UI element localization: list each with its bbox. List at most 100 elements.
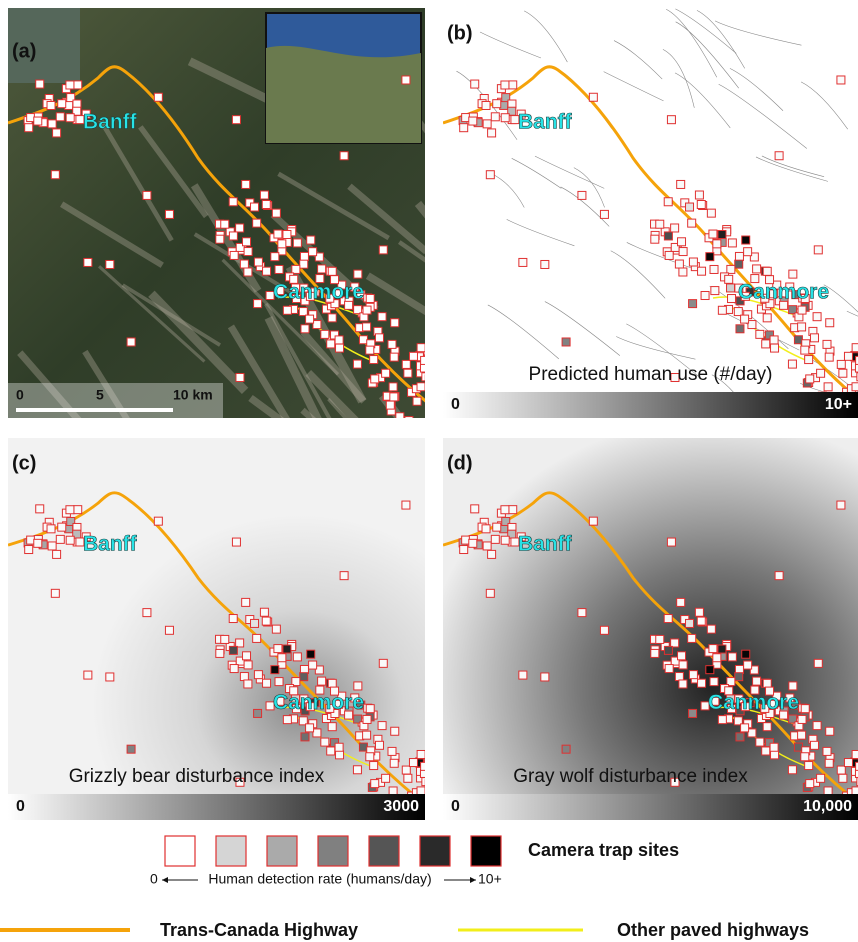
camera-site xyxy=(718,645,726,653)
camera-site xyxy=(707,209,715,217)
camera-site xyxy=(501,536,509,544)
camera-site xyxy=(253,219,261,227)
camera-site xyxy=(48,120,56,128)
camera-site xyxy=(106,260,114,268)
camera-site xyxy=(728,653,736,661)
camera-site xyxy=(254,709,262,717)
camera-site xyxy=(741,724,749,732)
camera-site xyxy=(409,352,417,360)
camera-site xyxy=(58,100,66,108)
camera-site xyxy=(293,239,301,247)
colorbar xyxy=(443,392,858,418)
camera-site xyxy=(486,171,494,179)
camera-site xyxy=(242,180,250,188)
camera-site xyxy=(66,506,74,514)
arrowhead xyxy=(470,877,476,883)
camera-site xyxy=(698,679,706,687)
camera-site xyxy=(651,235,659,243)
camera-site xyxy=(321,738,329,746)
camera-site xyxy=(389,787,397,795)
camera-site xyxy=(688,634,696,642)
camera-site xyxy=(283,645,291,653)
panel-label: (c) xyxy=(12,452,36,474)
camera-site xyxy=(283,716,291,724)
camera-site xyxy=(817,774,825,782)
camera-site xyxy=(493,523,501,531)
camera-site xyxy=(824,383,832,391)
camera-site xyxy=(686,203,694,211)
camera-site xyxy=(748,729,756,737)
camera-site xyxy=(656,220,664,228)
camera-site xyxy=(366,294,374,302)
camera-site xyxy=(84,258,92,266)
camera-site xyxy=(665,665,673,673)
camera-site xyxy=(363,715,371,723)
camera-site xyxy=(665,251,673,259)
camera-site xyxy=(727,265,735,273)
camera-site xyxy=(679,268,687,276)
camera-site xyxy=(379,246,387,254)
camera-site xyxy=(541,673,549,681)
camera-site xyxy=(34,539,42,547)
camera-site xyxy=(318,677,326,685)
camera-site xyxy=(675,673,683,681)
camera-site xyxy=(402,360,410,368)
camera-site xyxy=(47,525,55,533)
camera-site xyxy=(844,352,852,360)
camera-site xyxy=(713,240,721,248)
camera-site xyxy=(689,671,697,679)
camera-site xyxy=(313,321,321,329)
camera-site xyxy=(763,723,771,731)
camera-site xyxy=(371,780,379,788)
camera-site xyxy=(686,619,694,627)
camera-site xyxy=(728,239,736,247)
camera-site xyxy=(664,646,672,654)
camera-site xyxy=(826,319,834,327)
camera-site xyxy=(748,321,756,329)
camera-site xyxy=(335,336,343,344)
camera-site xyxy=(667,116,675,124)
camera-site xyxy=(106,673,114,681)
camera-site xyxy=(260,608,268,616)
camera-site xyxy=(216,235,224,243)
figure: (a)BanffCanmore0510 km(b)BanffCanmorePre… xyxy=(0,0,858,942)
camera-site xyxy=(744,661,752,669)
camera-site xyxy=(837,76,845,84)
camera-site xyxy=(335,743,343,751)
camera-site xyxy=(741,315,749,323)
camera-site xyxy=(488,550,496,558)
camera-site xyxy=(770,743,778,751)
colorbar-title: Grizzly bear disturbance index xyxy=(69,766,325,787)
camera-site xyxy=(66,536,74,544)
camera-site xyxy=(671,224,679,232)
camera-site xyxy=(272,209,280,217)
camera-site xyxy=(801,705,809,713)
camera-site xyxy=(354,270,362,278)
camera-site xyxy=(711,287,719,295)
camera-site xyxy=(709,230,717,238)
camera-site xyxy=(382,369,390,377)
legend-min: 0 xyxy=(150,871,158,887)
camera-site xyxy=(433,359,441,367)
camera-site xyxy=(230,665,238,673)
camera-site xyxy=(688,219,696,227)
camera-site xyxy=(742,650,750,658)
camera-site xyxy=(469,117,477,125)
colorbar xyxy=(8,794,425,820)
camera-site xyxy=(388,747,396,755)
camera-site xyxy=(271,666,279,674)
camera-site xyxy=(679,680,687,688)
camera-site xyxy=(48,542,56,550)
legend: Camera trap sites0Human detection rate (… xyxy=(0,836,809,940)
colorbar-min: 0 xyxy=(451,798,460,815)
legend-title: Camera trap sites xyxy=(528,840,679,860)
camera-site xyxy=(328,314,336,322)
town-label: Canmore xyxy=(273,281,364,304)
camera-site xyxy=(771,344,779,352)
camera-site xyxy=(251,619,259,627)
legend-max: 10+ xyxy=(478,871,502,887)
camera-site xyxy=(300,673,308,681)
camera-site xyxy=(695,608,703,616)
camera-site xyxy=(242,598,250,606)
camera-site xyxy=(424,761,432,769)
